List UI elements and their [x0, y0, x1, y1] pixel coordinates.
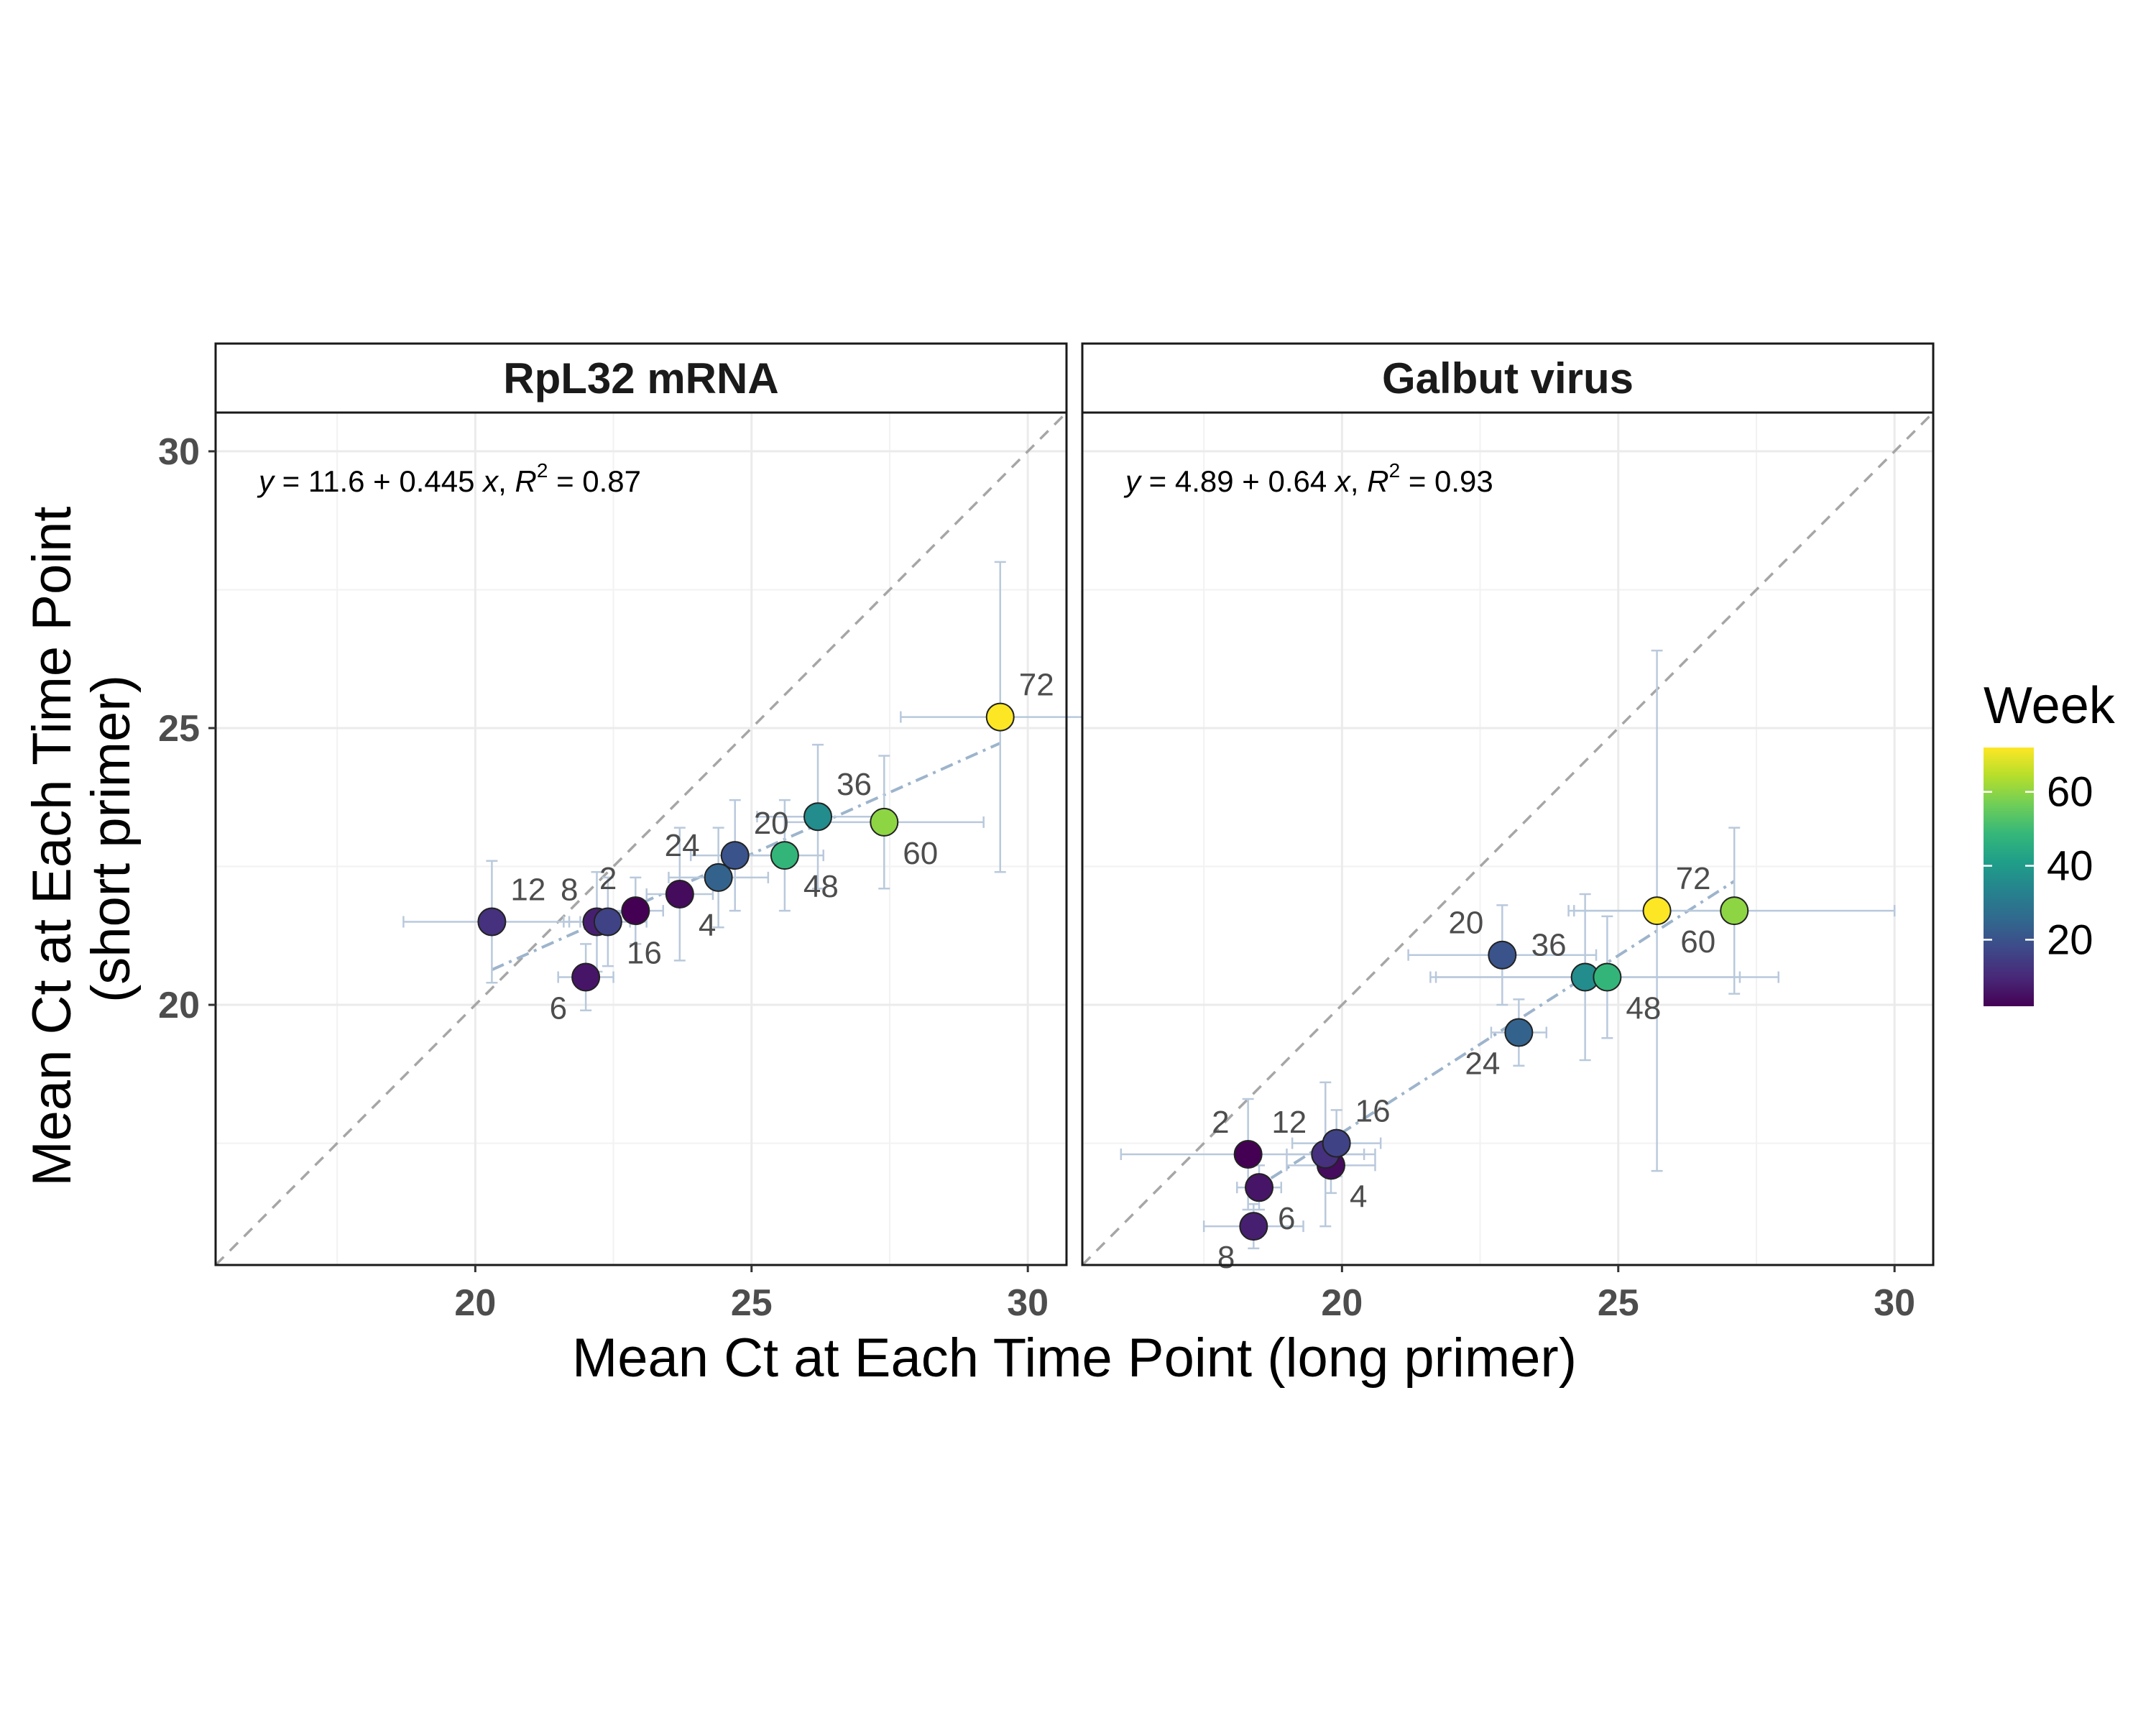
legend-tick-label: 20 [2047, 916, 2093, 963]
data-point-week-24 [1504, 1018, 1534, 1047]
y-tick-label: 30 [158, 431, 200, 473]
point-label-week-16: 16 [1355, 1094, 1391, 1129]
x-tick-label: 30 [1874, 1282, 1915, 1324]
legend-colorbar [1984, 748, 2034, 1006]
point-label-week-6: 6 [1278, 1201, 1295, 1236]
data-point-week-20 [720, 841, 750, 870]
point-label-week-36: 36 [1531, 928, 1567, 963]
panel-strip [1081, 342, 1935, 414]
point-label-week-8: 8 [1217, 1240, 1235, 1275]
data-point-week-72 [985, 702, 1015, 732]
data-point-week-24 [704, 862, 733, 892]
data-point-week-4 [665, 880, 694, 909]
equation-x: x [482, 464, 499, 498]
x-tick-label: 20 [454, 1282, 496, 1324]
equation-sep: , [1350, 464, 1367, 498]
equation-sep: , [498, 464, 515, 498]
equation-r2: = 0.93 [1400, 464, 1493, 498]
equation-x: x [1334, 464, 1352, 498]
data-point-week-60 [1720, 896, 1749, 926]
equation-r: R [515, 464, 536, 498]
point-label-week-36: 36 [837, 767, 872, 802]
y-tick-label: 20 [158, 985, 200, 1026]
equation-r-exp: 2 [537, 459, 548, 482]
point-label-week-20: 20 [754, 806, 789, 841]
plot-background [1082, 413, 1933, 1265]
y-tick-label: 25 [158, 708, 200, 750]
point-label-week-24: 24 [665, 828, 700, 863]
legend-title: Week [1984, 677, 2116, 735]
panel-border [1081, 411, 1935, 1266]
point-label-week-20: 20 [1448, 906, 1483, 941]
axes: Mean Ct at Each Time Point (long primer)… [22, 491, 1577, 1389]
y-axis-title: Mean Ct at Each Time Point (short primer… [22, 491, 142, 1186]
data-point-week-6 [571, 962, 601, 992]
data-point-week-48 [1593, 962, 1622, 992]
equation-r-exp: 2 [1389, 459, 1401, 482]
x-tick-label: 20 [1321, 1282, 1363, 1324]
legend-tick-label: 40 [2047, 843, 2093, 890]
regression-equation: y = 11.6 + 0.445 x, R2 = 0.87 [257, 459, 641, 498]
equation-y: y [1123, 464, 1143, 498]
y-axis-title-line-1: Mean Ct at Each Time Point [22, 506, 83, 1186]
point-label-week-12: 12 [1271, 1105, 1307, 1140]
point-label-week-4: 4 [699, 908, 716, 943]
point-label-week-48: 48 [803, 869, 839, 904]
data-point-week-16 [593, 907, 622, 937]
x-tick-label: 25 [731, 1282, 773, 1324]
legend-tick-label: 60 [2047, 769, 2093, 816]
x-tick-label: 25 [1598, 1282, 1639, 1324]
data-point-week-48 [770, 841, 799, 870]
data-point-week-2 [1233, 1139, 1263, 1169]
point-label-week-2: 2 [1212, 1105, 1229, 1140]
data-point-week-72 [1642, 896, 1672, 926]
point-label-week-60: 60 [1680, 924, 1715, 960]
data-point-week-16 [1322, 1128, 1351, 1158]
equation-y: y [257, 464, 276, 498]
data-point-week-8 [1239, 1212, 1268, 1241]
point-label-week-8: 8 [561, 873, 578, 908]
x-tick-label: 30 [1007, 1282, 1049, 1324]
point-label-week-24: 24 [1465, 1046, 1500, 1082]
point-label-week-16: 16 [627, 936, 662, 971]
point-label-week-2: 2 [599, 861, 617, 896]
point-label-week-72: 72 [1676, 861, 1711, 896]
data-point-week-60 [870, 807, 899, 837]
panel-title: RpL32 mRNA [503, 354, 778, 402]
point-label-week-72: 72 [1019, 668, 1054, 703]
data-point-week-2 [621, 896, 650, 926]
panel-title: Galbut virus [1382, 354, 1634, 402]
plot-background [216, 413, 1067, 1265]
point-label-week-6: 6 [550, 991, 567, 1026]
point-label-week-4: 4 [1350, 1179, 1367, 1214]
data-point-week-6 [1245, 1173, 1274, 1202]
data-point-week-12 [477, 907, 507, 937]
equation-fit: = 4.89 + 0.64 [1141, 464, 1335, 498]
x-axis-title: Mean Ct at Each Time Point (long primer) [572, 1328, 1577, 1389]
legend: Week 20 40 60 [1984, 677, 2116, 1006]
data-point-week-20 [1488, 940, 1517, 970]
equation-r: R [1367, 464, 1388, 498]
regression-equation: y = 4.89 + 0.64 x, R2 = 0.93 [1123, 459, 1493, 498]
data-point-week-36 [803, 802, 833, 832]
equation-fit: = 11.6 + 0.445 [274, 464, 483, 498]
point-label-week-12: 12 [510, 873, 545, 908]
point-label-week-48: 48 [1626, 991, 1661, 1026]
point-label-week-60: 60 [903, 836, 938, 871]
panel-border [214, 411, 1068, 1266]
y-axis-title-line-2: (short primer) [80, 675, 142, 1003]
panel-strip [214, 342, 1068, 414]
equation-r2: = 0.87 [548, 464, 641, 498]
